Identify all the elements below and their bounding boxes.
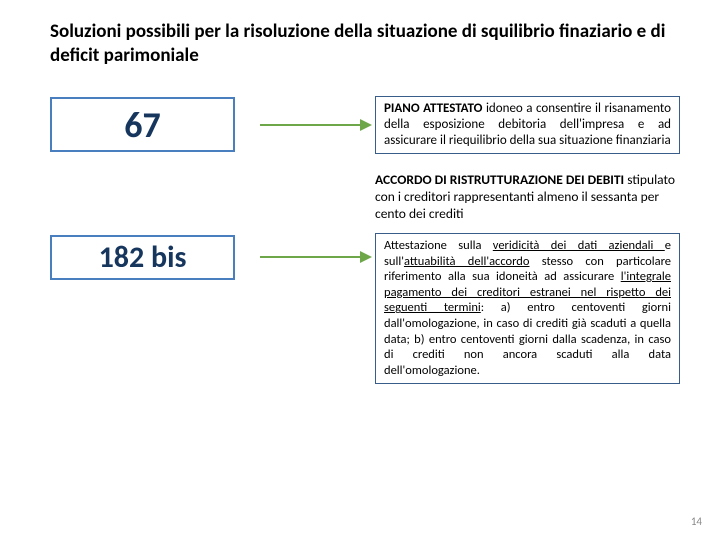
row-67: 67 PIANO ATTESTATO idoneo a consentire i… bbox=[50, 96, 680, 155]
arrow-right-icon bbox=[260, 115, 375, 135]
desc-67: PIANO ATTESTATO idoneo a consentire il r… bbox=[375, 96, 680, 155]
desc-182: Attestazione sulla veridicità dei dati a… bbox=[375, 233, 680, 384]
accordo-title: ACCORDO DI RISTRUTTURAZIONE DEI DEBITI bbox=[375, 171, 624, 188]
arrow-col-67 bbox=[260, 96, 375, 155]
box-67: 67 bbox=[50, 97, 235, 152]
slide-title: Soluzioni possibili per la risoluzione d… bbox=[50, 20, 680, 68]
row-182: 182 bis Attestazione sulla veridicità de… bbox=[50, 233, 680, 384]
left-col-67: 67 bbox=[50, 97, 260, 152]
arrow-right-icon bbox=[260, 247, 375, 267]
accordo-block: ACCORDO DI RISTRUTTURAZIONE DEI DEBITI s… bbox=[375, 172, 680, 223]
page-number: 14 bbox=[691, 515, 702, 528]
left-col-182: 182 bis bbox=[50, 233, 260, 280]
d182-u2: attuabilità dell'accordo bbox=[404, 254, 530, 269]
right-col-67: PIANO ATTESTATO idoneo a consentire il r… bbox=[375, 96, 680, 155]
desc-67-text: PIANO ATTESTATO idoneo a consentire il r… bbox=[384, 101, 671, 149]
box-182: 182 bis bbox=[50, 235, 235, 280]
d182-pre: Attestazione sulla bbox=[384, 238, 493, 253]
arrow-col-182 bbox=[260, 233, 375, 384]
d182-u1: veridicità dei dati aziendali bbox=[493, 238, 665, 253]
right-col-182: Attestazione sulla veridicità dei dati a… bbox=[375, 233, 680, 384]
